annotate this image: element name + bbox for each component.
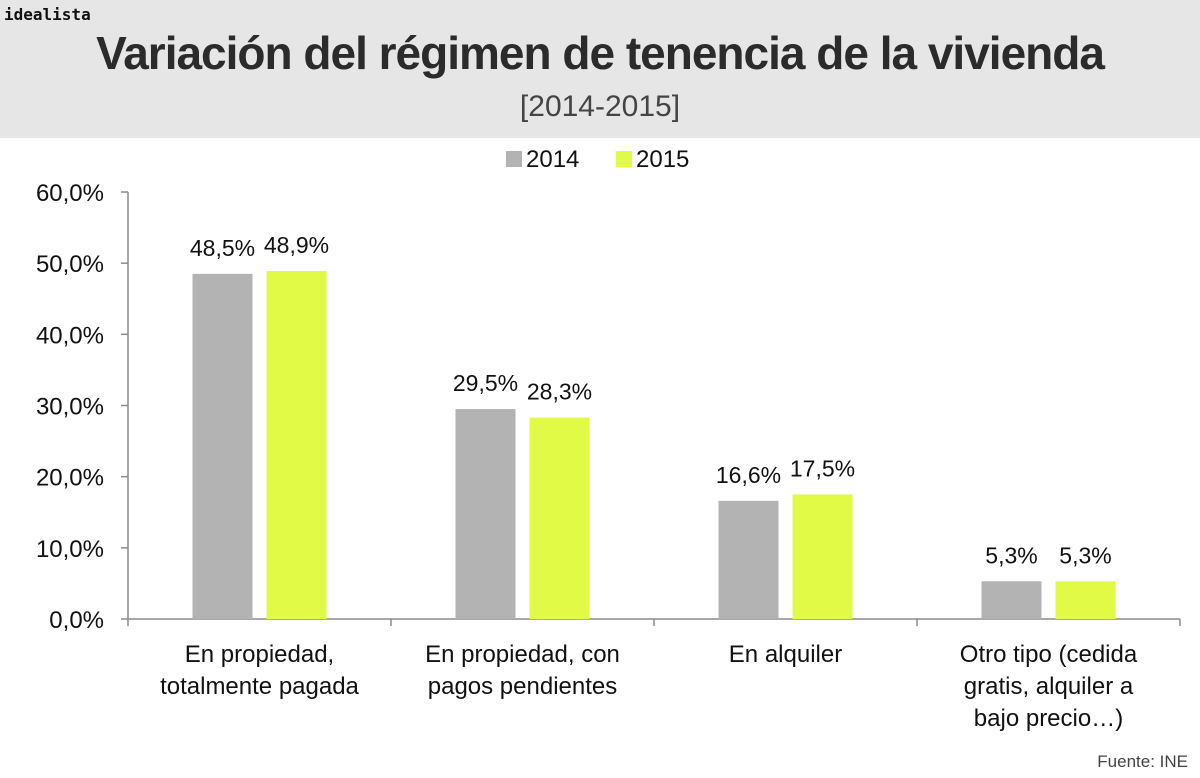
data-label-2015-2: 28,3% — [527, 379, 592, 405]
y-tick-label: 50,0% — [36, 251, 104, 278]
data-label-2014-3: 16,6% — [716, 462, 781, 488]
y-tick-label: 0,0% — [49, 607, 104, 634]
data-label-2015-3: 17,5% — [790, 455, 855, 481]
bar-2015-3 — [792, 494, 853, 619]
y-tick-label: 10,0% — [36, 536, 104, 563]
bar-chart: 2014 2015 0,0% 10,0% 20,0% 30,0% 40,0% 50,0% 60,… — [36, 146, 1181, 732]
data-label-2015-4: 5,3% — [1059, 542, 1111, 568]
bar-2015-1 — [266, 270, 327, 619]
data-label-2014-4: 5,3% — [985, 542, 1037, 568]
category-label-3: En alquiler — [729, 641, 842, 668]
bar-2014-4 — [981, 581, 1042, 619]
bar-2014-2 — [455, 409, 516, 619]
source-note: Fuente: INE — [1097, 752, 1188, 771]
data-label-2014-1: 48,5% — [190, 235, 255, 261]
legend-swatch-2015 — [616, 151, 632, 167]
data-label-2014-2: 29,5% — [453, 370, 518, 396]
data-label-2015-1: 48,9% — [264, 232, 329, 258]
category-label-1: En propiedad, — [185, 641, 334, 668]
bar-2014-1 — [192, 273, 253, 619]
chart-subtitle: [2014-2015] — [519, 90, 681, 123]
category-label-2: En propiedad, con — [425, 641, 620, 668]
category-label-4: Otro tipo (cedida — [960, 641, 1138, 668]
category-label-1: totalmente pagada — [160, 673, 359, 700]
legend-label-2014: 2014 — [526, 146, 579, 173]
chart-title: Variación del régimen de tenencia de la … — [96, 27, 1105, 79]
legend-label-2015: 2015 — [636, 146, 689, 173]
legend-swatch-2014 — [506, 151, 522, 167]
category-label-4: bajo precio…) — [974, 705, 1123, 732]
bar-2014-3 — [718, 500, 779, 619]
category-label-4: gratis, alquiler a — [964, 673, 1134, 700]
brand-logo: idealista — [4, 5, 91, 24]
bar-2015-4 — [1055, 581, 1116, 619]
y-tick-label: 60,0% — [36, 180, 104, 207]
bar-2015-2 — [529, 417, 590, 619]
category-label-2: pagos pendientes — [428, 673, 618, 700]
y-tick-label: 30,0% — [36, 394, 104, 421]
y-tick-label: 40,0% — [36, 322, 104, 349]
y-tick-label: 20,0% — [36, 465, 104, 492]
header-band: idealista Variación del régimen de tenen… — [0, 0, 1200, 138]
